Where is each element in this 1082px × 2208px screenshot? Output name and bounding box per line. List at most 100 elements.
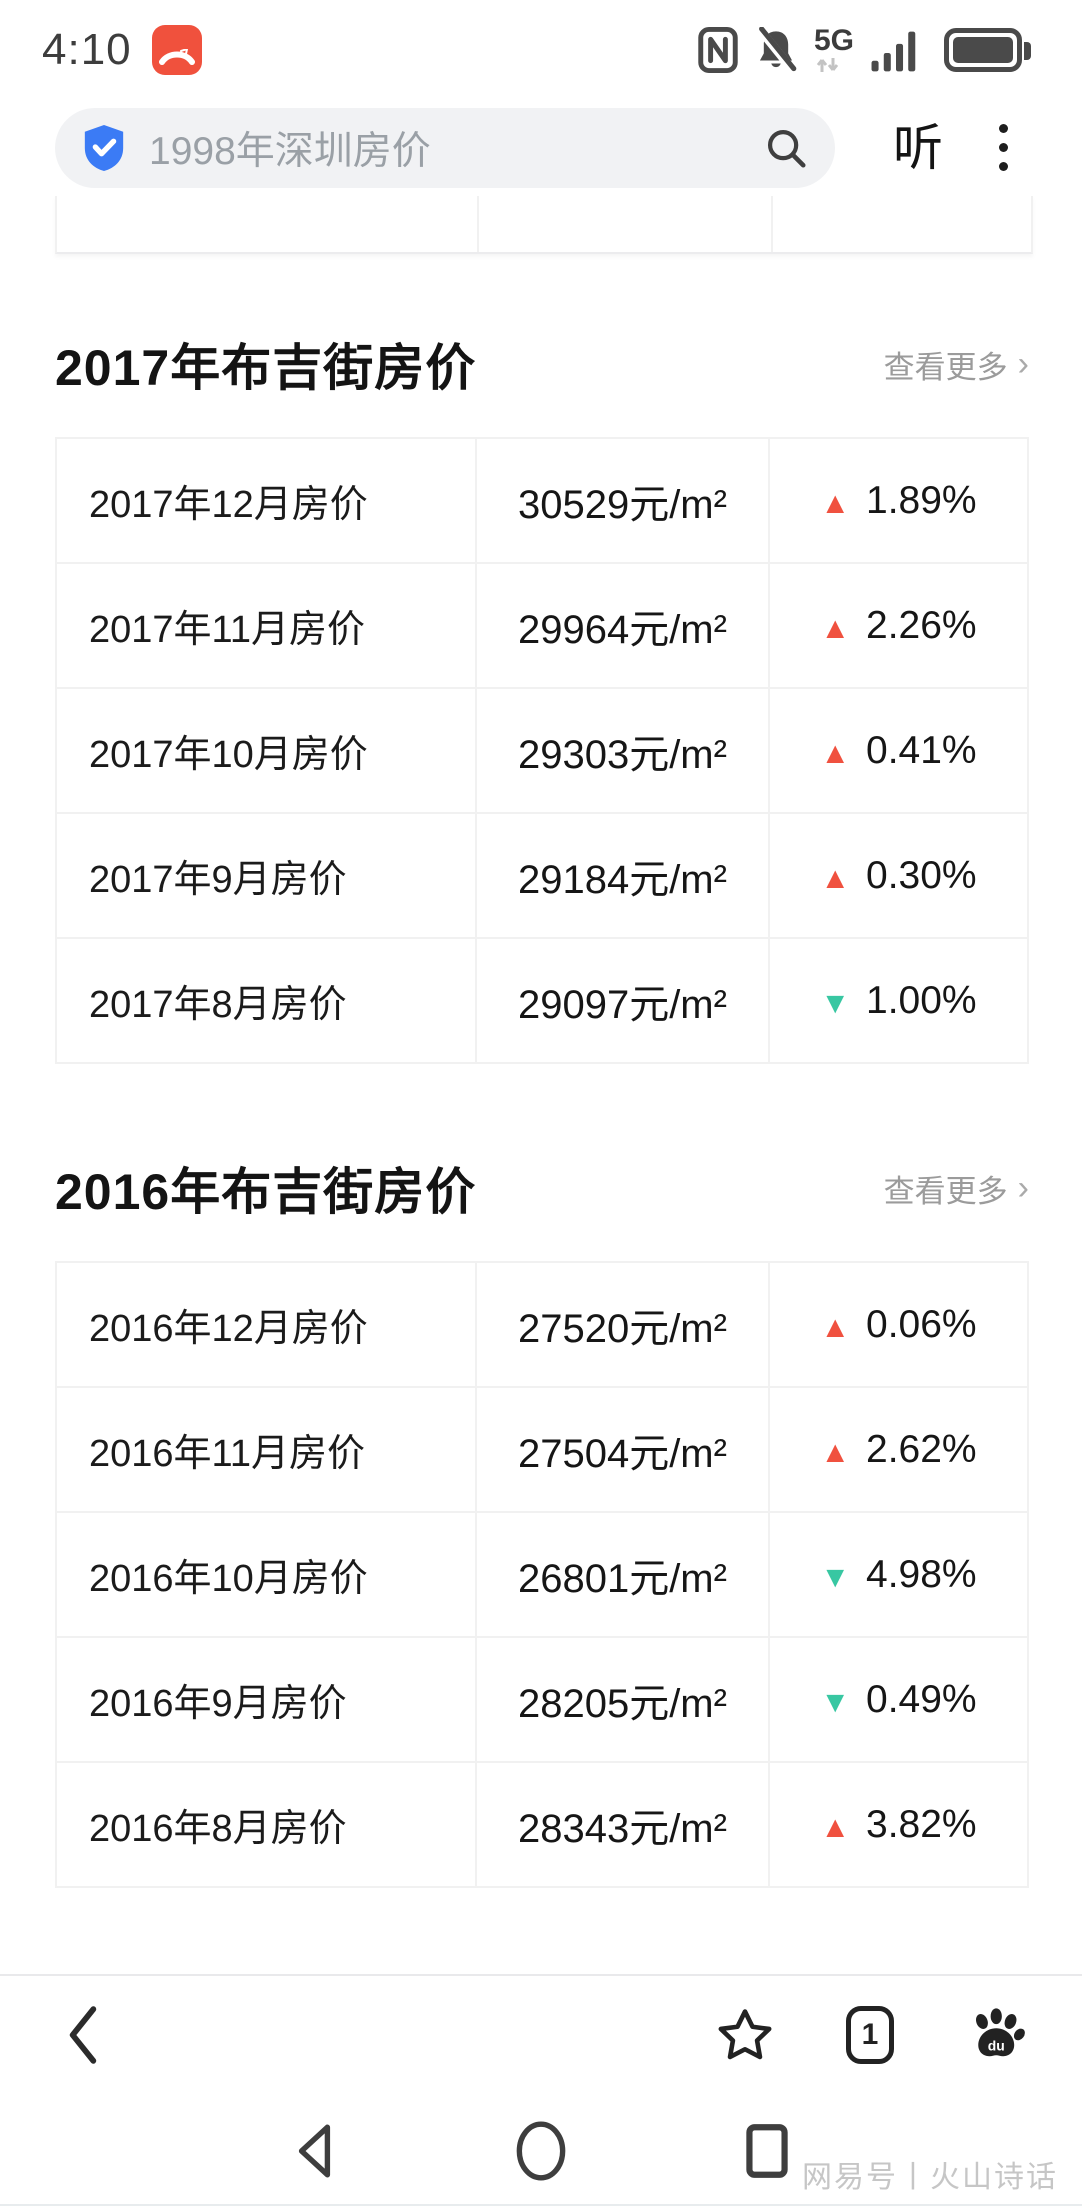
table-row: 2017年10月房价 29303元/m² 0.41%: [57, 687, 1027, 812]
see-more-label: 查看更多: [883, 349, 1008, 385]
row-change: 0.30%: [770, 814, 1027, 937]
see-more-link[interactable]: 查看更多 ›: [884, 1166, 1029, 1211]
row-change: 4.98%: [770, 1513, 1027, 1636]
table-row: 2017年8月房价 29097元/m² 1.00%: [57, 937, 1027, 1062]
row-change-percent: 0.49%: [866, 1677, 977, 1721]
row-change-percent: 1.89%: [866, 478, 977, 522]
network-type-label: 5G: [813, 24, 854, 57]
trend-arrow-icon: [820, 481, 850, 520]
row-price: 30529元/m²: [477, 439, 770, 562]
browser-toolbar: 1 du: [0, 1974, 1082, 2094]
row-price: 28205元/m²: [477, 1638, 770, 1761]
row-change-percent: 0.06%: [866, 1302, 977, 1346]
row-change: 0.41%: [770, 689, 1027, 812]
verified-shield-icon: [84, 124, 124, 171]
row-price: 26801元/m²: [477, 1513, 770, 1636]
nfc-icon: [698, 27, 738, 73]
row-month: 2016年9月房价: [57, 1638, 477, 1761]
row-month: 2017年8月房价: [57, 939, 477, 1062]
row-change: 2.62%: [770, 1388, 1027, 1511]
section-title: 2017年布吉街房价: [55, 340, 477, 396]
nav-home-icon[interactable]: [512, 2118, 570, 2184]
partial-cell: [479, 196, 773, 252]
trend-arrow-icon: [820, 1680, 850, 1719]
search-query-text: 1998年深圳房价: [149, 129, 431, 173]
phone-handset-glyph: [158, 49, 195, 65]
see-more-label: 查看更多: [883, 1173, 1008, 1209]
trend-arrow-icon: [820, 731, 850, 770]
row-change: 0.49%: [770, 1638, 1027, 1761]
clock: 4:10: [42, 25, 132, 74]
row-change: 3.82%: [770, 1763, 1027, 1886]
trend-arrow-icon: [820, 1555, 850, 1594]
listen-button[interactable]: 听: [893, 119, 943, 176]
section-header: 2017年布吉街房价 查看更多 ›: [55, 318, 1029, 410]
row-price: 29964元/m²: [477, 564, 770, 687]
baidu-paw-icon[interactable]: du: [968, 2007, 1026, 2063]
price-table-2017: 2017年12月房价 30529元/m² 1.89% 2017年11月房价 29…: [55, 437, 1029, 1064]
row-price: 27520元/m²: [477, 1263, 770, 1386]
row-month: 2016年12月房价: [57, 1263, 477, 1386]
svg-text:du: du: [988, 2037, 1005, 2053]
row-price: 29097元/m²: [477, 939, 770, 1062]
row-change-percent: 2.62%: [866, 1427, 977, 1471]
row-price: 29303元/m²: [477, 689, 770, 812]
row-price: 29184元/m²: [477, 814, 770, 937]
table-row: 2017年11月房价 29964元/m² 2.26%: [57, 562, 1027, 687]
row-month: 2017年9月房价: [57, 814, 477, 937]
trend-arrow-icon: [820, 1805, 850, 1844]
row-change: 2.26%: [770, 564, 1027, 687]
table-row: 2016年9月房价 28205元/m² 0.49%: [57, 1636, 1027, 1761]
row-change-percent: 3.82%: [866, 1802, 977, 1846]
row-month: 2017年12月房价: [57, 439, 477, 562]
tab-switcher-button[interactable]: 1: [846, 2006, 894, 2064]
trend-arrow-icon: [820, 856, 850, 895]
nav-recents-icon[interactable]: [740, 2120, 794, 2182]
row-change: 1.89%: [770, 439, 1027, 562]
price-table-2016: 2016年12月房价 27520元/m² 0.06% 2016年11月房价 27…: [55, 1261, 1029, 1888]
section-title: 2016年布吉街房价: [55, 1164, 477, 1220]
nav-back-icon[interactable]: [288, 2120, 342, 2182]
signal-strength-icon: [871, 31, 916, 72]
hang-up-call-icon: [151, 25, 202, 75]
row-month: 2016年11月房价: [57, 1388, 477, 1511]
partial-cell: [773, 196, 1031, 252]
row-month: 2016年8月房价: [57, 1763, 477, 1886]
chevron-right-icon: ›: [1017, 1169, 1029, 1207]
chevron-right-icon: ›: [1017, 345, 1029, 383]
row-change: 1.00%: [770, 939, 1027, 1062]
watermark: 网易号丨火山诗话: [802, 2161, 1058, 2194]
trend-arrow-icon: [820, 981, 850, 1020]
search-icon[interactable]: [763, 125, 809, 171]
partial-table-above: [55, 196, 1033, 254]
overflow-menu-icon[interactable]: [995, 120, 1012, 175]
bookmark-star-icon[interactable]: [716, 2007, 774, 2063]
table-row: 2016年12月房价 27520元/m² 0.06%: [57, 1263, 1027, 1386]
row-price: 27504元/m²: [477, 1388, 770, 1511]
table-row: 2016年8月房价 28343元/m² 3.82%: [57, 1761, 1027, 1886]
table-row: 2016年11月房价 27504元/m² 2.62%: [57, 1386, 1027, 1511]
row-change-percent: 4.98%: [866, 1552, 977, 1596]
status-icons: 5G: [698, 26, 1031, 74]
section-2016: 2016年布吉街房价 查看更多 › 2016年12月房价 27520元/m² 0…: [55, 1142, 1029, 1888]
search-input[interactable]: 1998年深圳房价: [55, 107, 835, 188]
row-change-percent: 0.30%: [866, 853, 977, 897]
bottom-edge-line: [0, 2204, 1082, 2206]
browser-search-row: 1998年深圳房价 听: [0, 100, 1082, 195]
network-indicator: 5G: [814, 26, 854, 74]
tab-count: 1: [861, 2018, 879, 2051]
see-more-link[interactable]: 查看更多 ›: [884, 342, 1029, 387]
trend-arrow-icon: [820, 606, 850, 645]
table-row: 2017年12月房价 30529元/m² 1.89%: [57, 439, 1027, 562]
trend-arrow-icon: [820, 1305, 850, 1344]
row-month: 2017年11月房价: [57, 564, 477, 687]
status-bar: 4:10 5G: [0, 0, 1082, 100]
back-icon[interactable]: [62, 2004, 104, 2066]
battery-icon: [944, 28, 1031, 72]
row-change: 0.06%: [770, 1263, 1027, 1386]
row-change-percent: 1.00%: [866, 978, 977, 1022]
section-header: 2016年布吉街房价 查看更多 ›: [55, 1142, 1029, 1234]
notifications-muted-icon: [756, 27, 797, 73]
table-row: 2017年9月房价 29184元/m² 0.30%: [57, 812, 1027, 937]
